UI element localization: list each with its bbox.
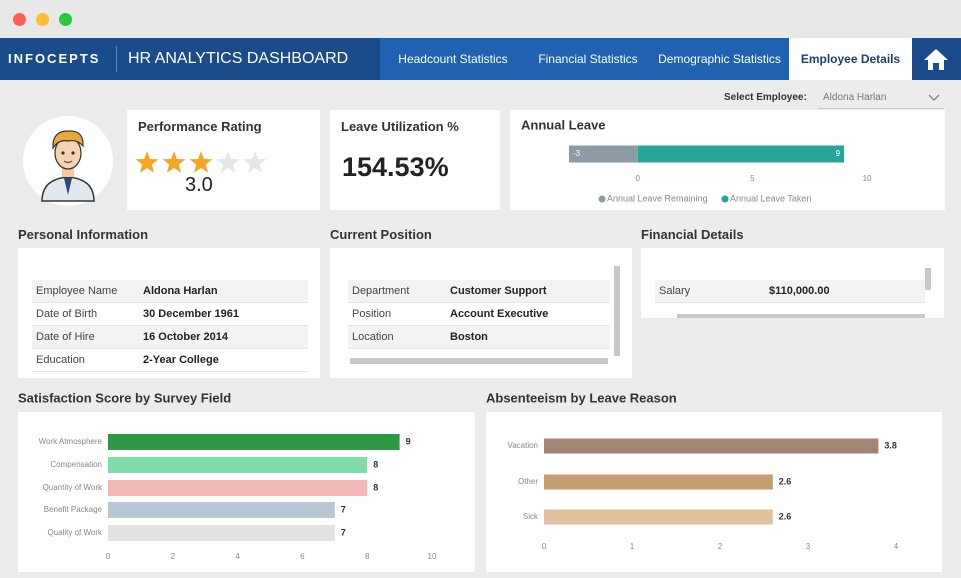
star [135,151,159,173]
row-value: Aldona Harlan [143,285,218,297]
table-row: Position Account Executive [348,303,610,326]
row-value: 30 December 1961 [143,308,240,320]
home-icon [924,49,948,70]
financial-table: Salary $110,000.00 [641,248,944,318]
row-value: 16 October 2014 [143,331,228,343]
position-table: Department Customer Support Position Accoun… [330,248,632,378]
row-label: Education [36,354,85,366]
row-value: 2-Year College [143,354,219,366]
table-row: Education 2-Year College [32,349,308,372]
satisfaction-card [18,412,475,572]
zoom-button[interactable] [59,13,72,26]
row-value: $110,000.00 [769,285,830,297]
nav-tab[interactable]: Headcount Statistics [398,52,508,66]
nav-tab[interactable]: Employee Details [789,38,912,80]
table-row: Date of Birth 30 December 1961 [32,303,308,326]
leave-utilization-card: Leave Utilization % 154.53% [330,110,500,210]
dropdown-arrow [928,94,940,101]
row-label: Date of Hire [36,331,95,343]
title-bar [0,0,961,38]
home-button[interactable] [912,38,961,80]
table-row: Salary $110,000.00 [655,280,925,303]
row-label: Date of Birth [36,308,98,320]
header-title: HR ANALYTICS DASHBOARD [128,50,349,67]
nav-tab[interactable]: Financial Statistics [538,52,638,66]
star [162,151,186,173]
row-label: Location [352,331,394,343]
table-row: Employee Name Aldona Harlan [32,280,308,303]
row-value: Customer Support [450,285,547,297]
card-title: Leave Utilization % [341,119,459,134]
close-button[interactable] [13,13,26,26]
table-row: Date of Hire 16 October 2014 [32,326,308,349]
row-label: Salary [659,285,691,297]
star [243,151,267,173]
card-title: Performance Rating [138,119,262,134]
rating-value: 3.0 [185,174,213,196]
avatar [23,116,113,206]
scrollbar[interactable] [925,268,931,290]
star [189,151,213,173]
kpi-value: 154.53% [342,152,449,182]
scrollbar[interactable] [614,266,620,356]
row-value: Account Executive [450,308,549,320]
employee-select[interactable]: Aldona Harlan [818,88,944,109]
select-value: Aldona Harlan [823,92,887,103]
annual-leave-card [510,110,945,210]
table-row: Department Customer Support [348,280,610,303]
scrollbar[interactable] [677,314,925,318]
scrollbar[interactable] [350,358,608,364]
nav-tab[interactable]: Demographic Statistics [658,52,781,66]
section-title: Financial Details [641,227,744,242]
absenteeism-card [486,412,942,572]
row-value: Boston [450,331,488,343]
row-label: Position [352,308,392,320]
table-row: Location Boston [348,326,610,349]
star [216,151,240,173]
select-label: Select Employee: [724,92,807,103]
personal-info-table: Employee Name Aldona Harlan Date of Birth 3… [18,248,320,378]
star-rating [135,151,267,173]
performance-card: Performance Rating 3.0 [127,110,320,210]
row-label: Employee Name [36,285,118,297]
brand: INFOCEPTS [8,51,101,66]
section-title: Personal Information [18,227,149,242]
chart-title: Absenteeism by Leave Reason [486,390,677,405]
row-label: Department [352,285,410,297]
divider [116,46,117,72]
section-title: Current Position [330,227,432,242]
chart-title: Satisfaction Score by Survey Field [18,390,231,405]
minimize-button[interactable] [36,13,49,26]
